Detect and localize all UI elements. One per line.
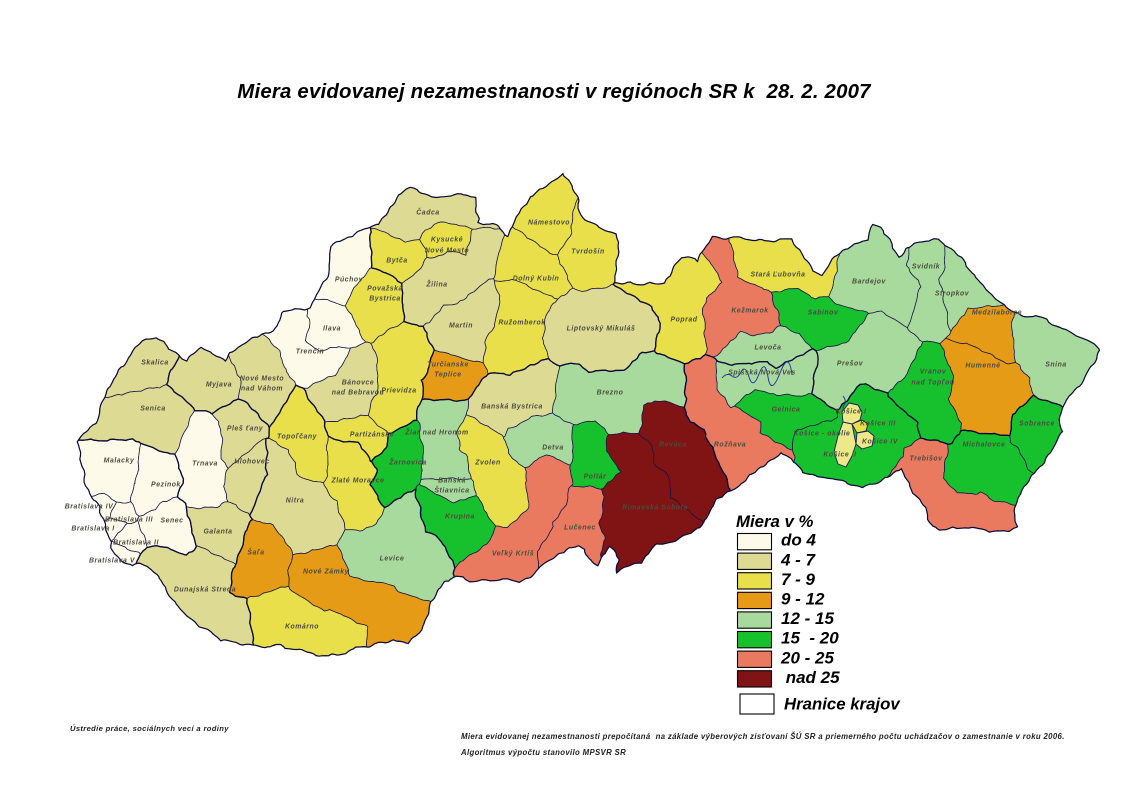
svg-text:Senica: Senica — [140, 406, 166, 413]
svg-text:Humenné: Humenné — [965, 363, 1000, 370]
svg-text:Svidník: Svidník — [912, 264, 941, 271]
svg-text:Košice - okolie: Košice - okolie — [794, 431, 851, 438]
svg-text:Ružomberok: Ružomberok — [498, 320, 546, 327]
svg-text:nad Topľou: nad Topľou — [911, 380, 954, 387]
svg-text:Senec: Senec — [160, 518, 183, 525]
svg-text:Sobrance: Sobrance — [1019, 421, 1055, 428]
svg-text:Lučenec: Lučenec — [564, 525, 596, 532]
svg-text:Dolný Kubín: Dolný Kubín — [513, 276, 560, 283]
svg-text:Stropkov: Stropkov — [935, 291, 970, 298]
svg-text:Bratislava I: Bratislava I — [71, 526, 115, 533]
svg-text:do 4: do 4 — [781, 531, 816, 550]
svg-text:Komárno: Komárno — [285, 624, 319, 631]
svg-text:Michalovce: Michalovce — [963, 442, 1006, 449]
svg-text:Prešov: Prešov — [837, 361, 864, 368]
svg-text:Šaľa: Šaľa — [247, 548, 264, 557]
svg-text:Košice III: Košice III — [860, 421, 896, 428]
svg-text:15 - 20: 15 - 20 — [781, 629, 839, 648]
svg-text:Kežmarok: Kežmarok — [731, 308, 769, 315]
svg-text:Medzilaborce: Medzilaborce — [972, 310, 1022, 317]
svg-text:Žiar nad Hronom: Žiar nad Hronom — [404, 428, 468, 437]
svg-text:Gelnica: Gelnica — [772, 407, 801, 414]
svg-text:Bystrica: Bystrica — [369, 296, 401, 303]
svg-text:Štiavnica: Štiavnica — [434, 486, 469, 495]
svg-text:Banská: Banská — [438, 478, 466, 485]
svg-text:Ilava: Ilava — [323, 326, 341, 333]
svg-text:Myjava: Myjava — [206, 382, 232, 389]
svg-text:Žilina: Žilina — [425, 280, 447, 289]
svg-text:4 - 7: 4 - 7 — [780, 550, 817, 569]
svg-text:Bratislava IV: Bratislava IV — [65, 504, 114, 511]
svg-text:Partizánske: Partizánske — [350, 432, 394, 439]
svg-text:Kysucké: Kysucké — [431, 237, 463, 244]
svg-text:Dunajská Streda: Dunajská Streda — [174, 587, 236, 594]
svg-text:7 - 9: 7 - 9 — [781, 570, 816, 589]
svg-text:Nové Zámky: Nové Zámky — [303, 569, 350, 576]
svg-text:Pleš ťany: Pleš ťany — [227, 426, 264, 433]
svg-text:Snina: Snina — [1045, 362, 1067, 369]
svg-text:Malacky: Malacky — [104, 458, 135, 465]
svg-text:Spišská Nová Ves: Spišská Nová Ves — [728, 370, 796, 377]
svg-text:Nové Mesto: Nové Mesto — [240, 376, 284, 383]
svg-text:Žarnovica: Žarnovica — [388, 458, 427, 467]
svg-text:Poltár: Poltár — [584, 474, 607, 481]
svg-text:Trnava: Trnava — [192, 461, 218, 468]
svg-text:9 - 12: 9 - 12 — [781, 590, 825, 609]
svg-text:Revúca: Revúca — [659, 442, 687, 449]
svg-text:Bratislava II: Bratislava II — [113, 540, 159, 547]
svg-text:Košice II: Košice II — [823, 452, 857, 459]
svg-text:Nitra: Nitra — [286, 498, 304, 505]
svg-text:Hlohovec: Hlohovec — [234, 459, 269, 466]
svg-text:Topoľčany: Topoľčany — [277, 434, 318, 441]
svg-text:Brezno: Brezno — [597, 390, 624, 397]
svg-text:Zvolen: Zvolen — [474, 460, 501, 467]
svg-text:Sabinov: Sabinov — [808, 310, 839, 317]
svg-text:Bytča: Bytča — [386, 258, 408, 265]
svg-text:Liptovský Mikuláš: Liptovský Mikuláš — [567, 326, 636, 333]
svg-text:nad Váhom: nad Váhom — [241, 386, 283, 393]
svg-text:Galanta: Galanta — [203, 529, 232, 536]
svg-text:Skalica: Skalica — [141, 360, 169, 367]
svg-text:20 - 25: 20 - 25 — [780, 648, 834, 667]
svg-text:Košice I: Košice I — [836, 409, 867, 416]
svg-text:Púchov: Púchov — [335, 277, 364, 284]
svg-text:Pezinok: Pezinok — [151, 482, 182, 489]
svg-text:Poprad: Poprad — [670, 317, 697, 324]
svg-text:Čadca: Čadca — [416, 208, 439, 217]
svg-text:Tvrdošín: Tvrdošín — [571, 249, 605, 256]
svg-text:Bratislava III: Bratislava III — [105, 517, 154, 524]
svg-text:Rožňava: Rožňava — [714, 442, 746, 449]
svg-text:Trenčín: Trenčín — [296, 349, 325, 356]
svg-text:Námestovo: Námestovo — [528, 220, 570, 227]
svg-text:Miera v %: Miera v % — [736, 512, 813, 531]
svg-text:nad 25: nad 25 — [781, 668, 840, 687]
svg-text:Považská: Považská — [367, 286, 403, 293]
svg-text:Nové Mesto: Nové Mesto — [425, 248, 469, 255]
svg-text:Banská Bystrica: Banská Bystrica — [481, 404, 543, 411]
svg-text:Levice: Levice — [380, 556, 405, 563]
svg-text:Košice IV: Košice IV — [862, 439, 899, 446]
svg-text:Bánovce: Bánovce — [342, 380, 375, 387]
svg-text:Bardejov: Bardejov — [852, 279, 887, 286]
svg-text:Vranov: Vranov — [920, 369, 947, 376]
svg-text:Krupina: Krupina — [445, 514, 475, 521]
svg-text:Veľký Krtíš: Veľký Krtíš — [492, 551, 534, 558]
svg-text:12 - 15: 12 - 15 — [781, 609, 834, 628]
svg-text:Prievidza: Prievidza — [381, 388, 416, 395]
svg-text:Zlaté Moravce: Zlaté Moravce — [330, 478, 384, 485]
svg-text:Stará Ľubovňa: Stará Ľubovňa — [750, 272, 805, 279]
svg-text:Bratislava V: Bratislava V — [89, 558, 136, 565]
svg-text:Turčianske: Turčianske — [427, 362, 469, 369]
svg-text:Detva: Detva — [542, 445, 564, 452]
svg-text:Martin: Martin — [449, 323, 473, 330]
svg-text:Rimavská Sobota: Rimavská Sobota — [622, 505, 688, 512]
svg-text:Teplice: Teplice — [434, 372, 461, 379]
svg-text:Trebišov: Trebišov — [910, 456, 944, 463]
svg-text:nad Bebravou: nad Bebravou — [332, 390, 385, 397]
svg-text:Levoča: Levoča — [754, 345, 781, 352]
svg-text:Hranice krajov: Hranice krajov — [784, 695, 901, 714]
